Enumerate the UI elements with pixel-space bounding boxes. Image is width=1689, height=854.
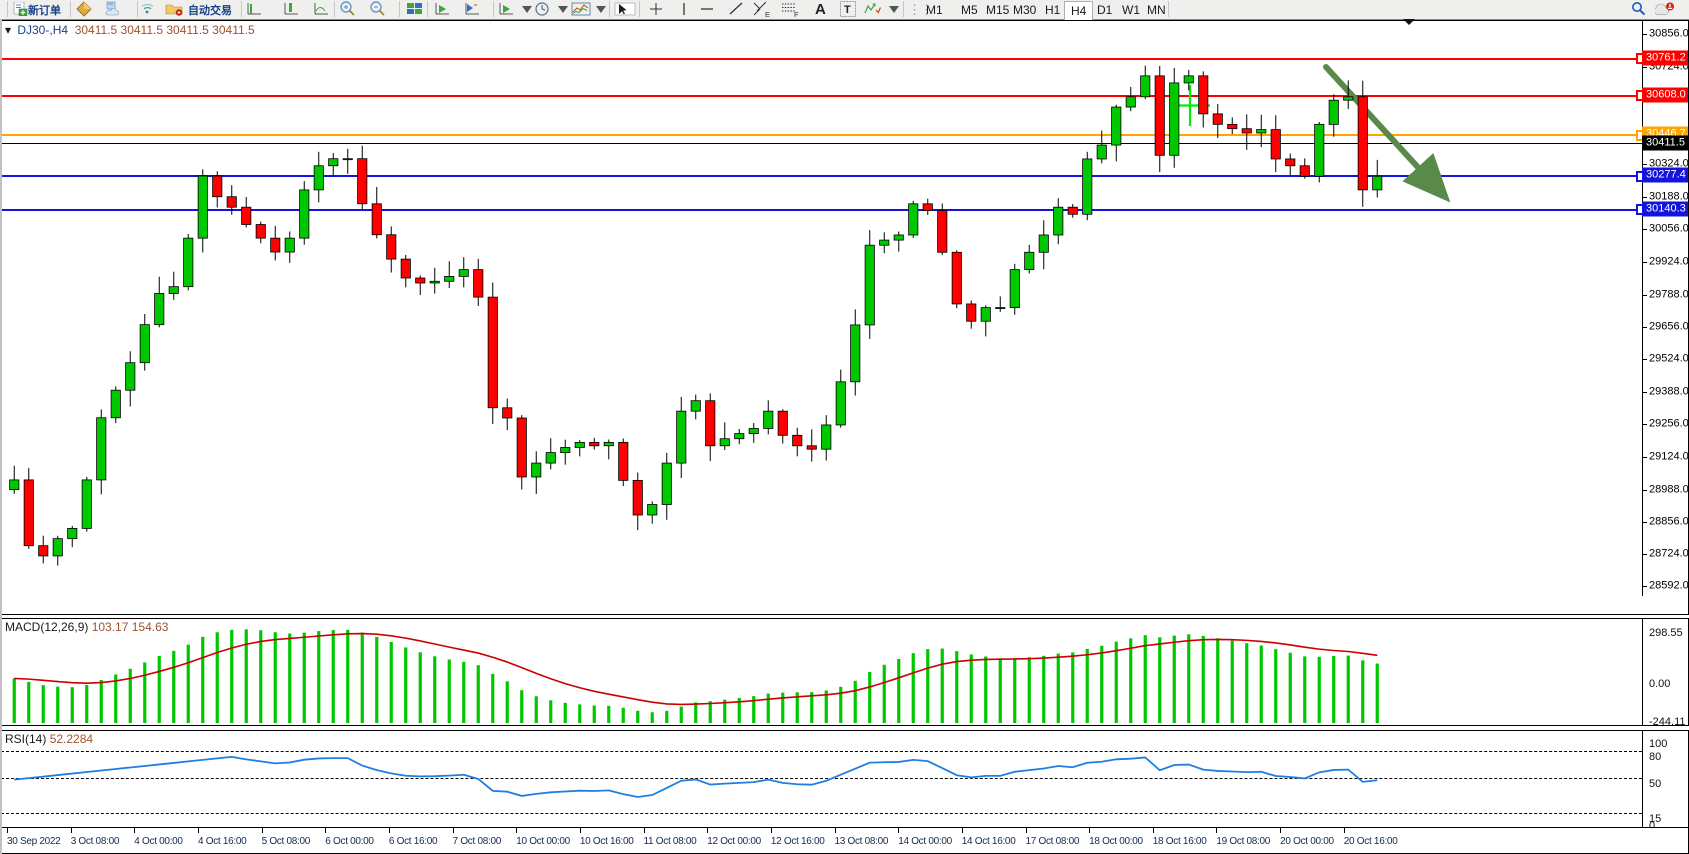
svg-text:F: F [794, 10, 799, 18]
svg-text:T: T [844, 4, 851, 16]
svg-text:E: E [765, 10, 770, 18]
